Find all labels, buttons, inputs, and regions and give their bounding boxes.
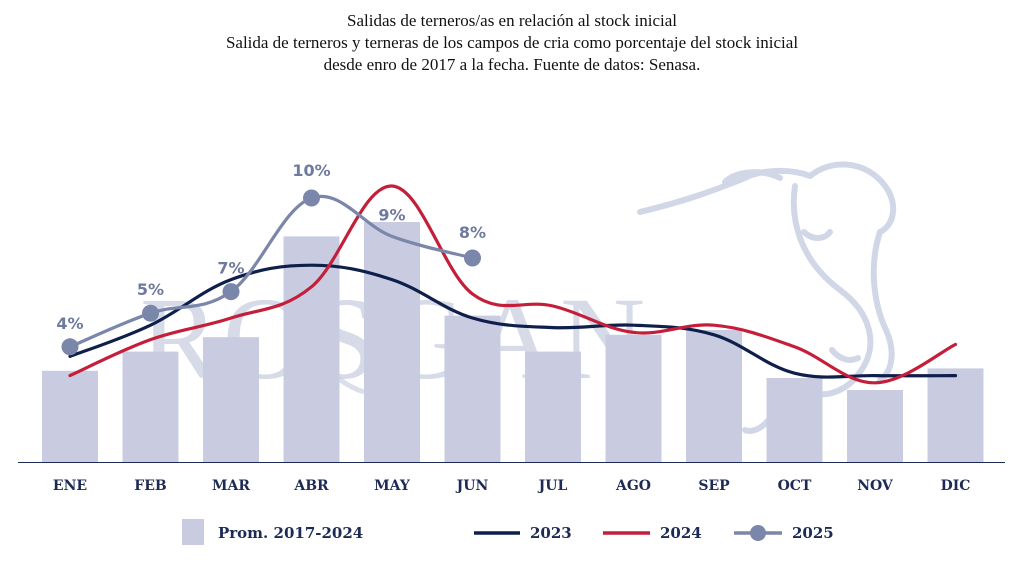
line-series-2024	[68, 184, 958, 385]
bars-layer	[42, 222, 984, 462]
x-tick-label-ago: AGO	[615, 478, 651, 494]
legend-marker-2025	[750, 525, 766, 541]
x-tick-label-abr: ABR	[293, 478, 329, 494]
data-label-2025-jun: 8%	[459, 223, 486, 242]
x-tick-label-dic: DIC	[941, 478, 971, 494]
legend-label-2025: 2025	[792, 524, 834, 542]
x-tick-label-jul: JUL	[537, 478, 568, 494]
bar-mar	[203, 337, 259, 462]
data-label-2025-abr: 10%	[292, 161, 330, 180]
x-tick-label-sep: SEP	[698, 478, 730, 494]
x-tick-label-nov: NOV	[857, 478, 894, 494]
x-axis-labels: ENE FEB MAR ABR MAY JUN JUL AGO SEP OCT NOV DIC	[53, 478, 970, 494]
bar-ene	[42, 370, 98, 462]
marker-2025-feb	[142, 304, 159, 322]
x-tick-label-jun: JUN	[455, 478, 489, 494]
chart-title: Salidas de terneros/as en relación al st…	[347, 11, 677, 30]
bar-jun	[444, 315, 501, 462]
legend-label-prom: Prom. 2017-2024	[218, 524, 363, 542]
legend-label-2024: 2024	[660, 524, 702, 542]
bar-oct	[766, 378, 823, 462]
marker-2025-abr	[303, 189, 320, 207]
marker-2025-ene	[61, 338, 79, 356]
marker-2025-jun	[464, 249, 481, 267]
data-label-2025-feb: 5%	[137, 280, 164, 299]
x-tick-label-may: MAY	[374, 478, 411, 494]
legend-swatch-prom	[182, 519, 204, 545]
chart-subtitle-line-2: desde enro de 2017 a la fecha. Fuente de…	[323, 55, 701, 74]
data-label-2025-mar: 7%	[217, 259, 244, 278]
legend-label-2023: 2023	[530, 524, 572, 542]
cow-watermark-icon	[637, 161, 897, 434]
chart-subtitle-line-1: Salida de terneros y terneras de los cam…	[225, 33, 799, 52]
x-tick-label-oct: OCT	[778, 478, 812, 494]
line-series-2023	[68, 263, 958, 379]
bar-abr	[283, 236, 340, 462]
bar-dic	[927, 368, 984, 462]
bar-nov	[847, 390, 903, 462]
chart-title-block: Salidas de terneros/as en relación al st…	[0, 10, 1024, 76]
x-tick-label-ene: ENE	[53, 478, 87, 494]
data-label-2025-may: 9%	[378, 205, 405, 224]
x-tick-label-mar: MAR	[212, 478, 250, 494]
bar-ago	[605, 334, 662, 462]
bar-may	[364, 222, 420, 462]
bar-jul	[525, 351, 581, 462]
legend: Prom. 2017-2024 2023 2024 2025	[182, 519, 834, 545]
lines-layer: 4% 5% 7% 10% 9% 8%	[56, 161, 958, 385]
marker-2025-mar	[222, 283, 240, 301]
x-tick-label-feb: FEB	[134, 478, 167, 494]
bar-feb	[122, 351, 179, 462]
bar-sep	[686, 330, 742, 462]
data-label-2025-ene: 4%	[56, 314, 83, 333]
